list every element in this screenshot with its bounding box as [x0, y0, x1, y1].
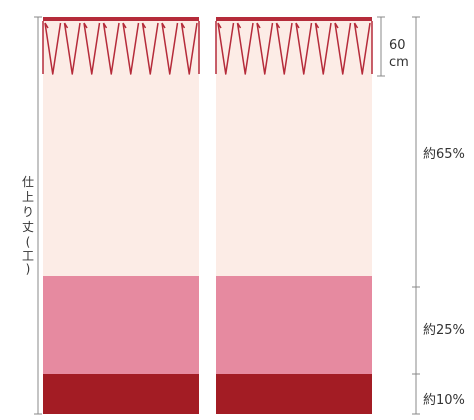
section-top-label: 約65%: [423, 147, 465, 162]
height-label-char-2: 上: [22, 190, 34, 204]
top-band: [43, 21, 199, 276]
height-label-char-5: (: [26, 235, 31, 249]
header-bar: [216, 17, 372, 21]
middle-band: [43, 276, 199, 374]
bottom-band: [216, 374, 372, 414]
header-dimension: [377, 16, 385, 77]
header-size-unit: cm: [389, 55, 409, 70]
section-middle-label: 約25%: [423, 323, 465, 338]
section-dimension: [412, 16, 420, 415]
header-bar: [43, 17, 199, 21]
curtain-panel-right: [215, 17, 373, 414]
pleat-lines: [217, 22, 371, 75]
top-band: [216, 21, 372, 276]
height-label-char-4: 丈: [22, 220, 34, 234]
height-dimension: [34, 16, 42, 415]
height-label-char-7: ): [26, 262, 31, 276]
curtain-panel-left: [42, 17, 200, 414]
height-label-char-1: 仕: [22, 175, 34, 189]
height-label: 仕 上 り 丈 ( 工 ): [22, 175, 34, 276]
height-label-char-3: り: [22, 205, 34, 219]
middle-band: [216, 276, 372, 374]
header-size-value: 60: [389, 38, 406, 53]
section-bottom-label: 約10%: [423, 393, 465, 408]
pleat-lines: [44, 22, 198, 75]
bottom-band: [43, 374, 199, 414]
height-label-char-6: 工: [22, 249, 34, 263]
